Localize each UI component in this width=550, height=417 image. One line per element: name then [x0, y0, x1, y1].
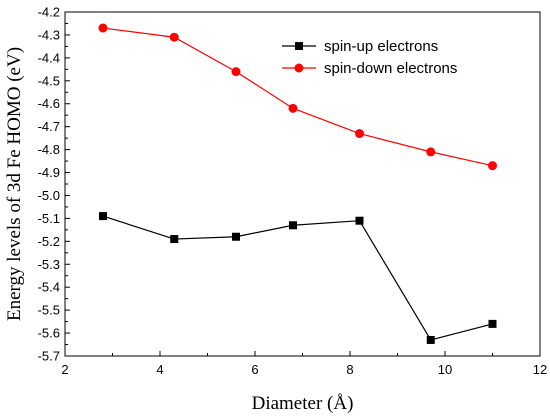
data-point — [426, 335, 435, 344]
y-tick-label: -4.3 — [38, 27, 60, 42]
series-spin-down — [98, 23, 497, 171]
legend-label: spin-down electrons — [324, 60, 457, 77]
x-tick-label: 4 — [156, 362, 163, 377]
series-layer — [98, 23, 497, 344]
legend-marker — [294, 63, 304, 73]
y-tick-label: -4.7 — [38, 119, 60, 134]
y-tick-label: -4.8 — [38, 142, 60, 157]
y-tick-label: -5.2 — [38, 234, 60, 249]
x-tick-label: 6 — [251, 362, 258, 377]
data-point — [355, 216, 364, 225]
plot-frame — [64, 11, 541, 357]
data-point — [488, 161, 497, 171]
data-point — [232, 232, 240, 241]
data-point — [98, 23, 108, 33]
y-tick-label: -4.4 — [38, 50, 60, 65]
x-tick-label: 12 — [533, 362, 547, 377]
x-tick-label: 2 — [61, 362, 68, 377]
y-tick-label: -5.7 — [38, 349, 60, 364]
data-point — [99, 212, 107, 221]
data-point — [426, 147, 436, 157]
y-axis-title: Energy levels of 3d Fe HOMO (eV) — [4, 47, 25, 321]
legend-marker — [295, 42, 303, 50]
y-tick-label: -5.5 — [38, 303, 60, 318]
data-point — [170, 235, 179, 244]
x-axis: 2 4 6 8 10 12 — [61, 351, 547, 377]
data-point — [355, 129, 364, 139]
x-tick-label: 8 — [346, 362, 353, 377]
legend-label: spin-up electrons — [324, 38, 438, 55]
y-tick-label: -5.6 — [38, 326, 60, 341]
x-axis-title: Diameter (Å) — [252, 393, 354, 414]
y-tick-label: -5.3 — [38, 257, 60, 272]
data-point — [289, 221, 297, 230]
y-tick-label: -5.0 — [38, 188, 60, 203]
data-point — [169, 32, 179, 42]
data-point — [488, 319, 497, 328]
plot-area — [64, 11, 541, 357]
series-line — [102, 215, 493, 341]
y-tick-label: -5.1 — [38, 211, 60, 226]
legend: spin-up electrons spin-down electrons — [282, 38, 457, 77]
data-point — [231, 67, 241, 77]
y-tick-label: -5.4 — [38, 280, 60, 295]
y-axis: -4.2 -4.3 -4.4 -4.5 -4.6 -4.7 -4.8 -4.9 -5.0 -5.1… — [38, 5, 70, 364]
y-tick-label: -4.5 — [38, 73, 60, 88]
x-tick-label: 10 — [438, 362, 452, 377]
series-spin-up — [99, 212, 497, 344]
y-tick-label: -4.2 — [38, 5, 60, 20]
data-point — [288, 103, 298, 113]
y-tick-label: -4.9 — [38, 165, 60, 180]
y-tick-label: -4.6 — [38, 96, 60, 111]
